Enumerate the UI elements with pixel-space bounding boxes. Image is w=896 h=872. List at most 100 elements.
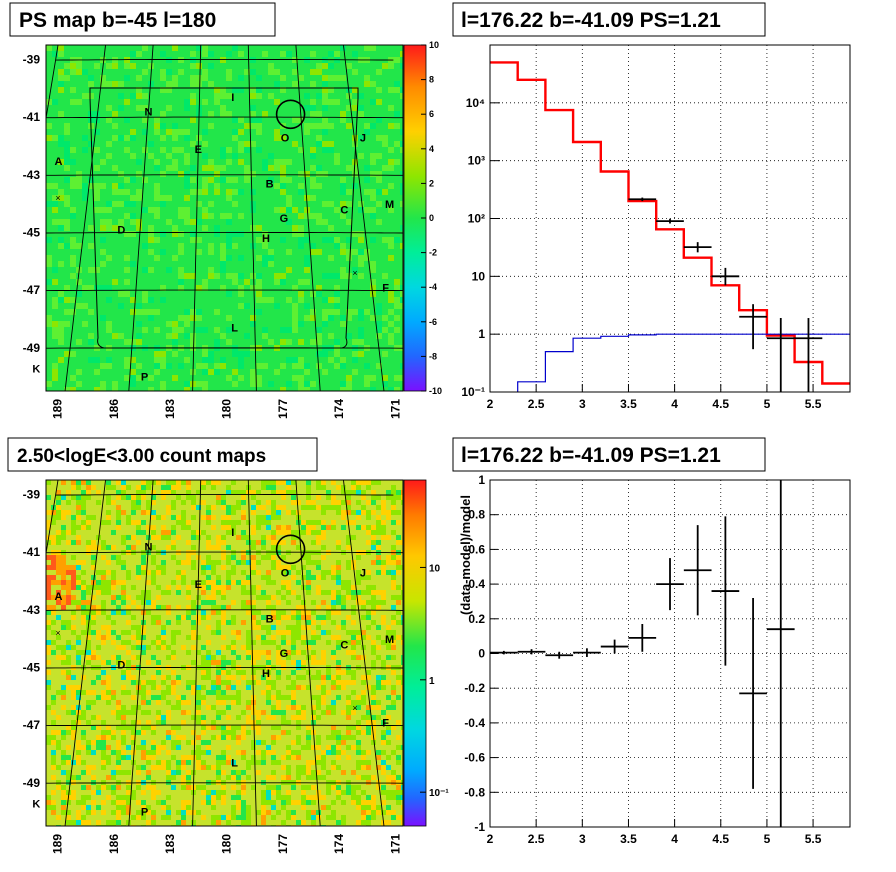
map-pixel [184, 171, 190, 177]
map-pixel [352, 231, 358, 237]
map-pixel [161, 715, 166, 720]
map-pixel [196, 715, 201, 720]
map-pixel [124, 201, 130, 207]
map-pixel [340, 381, 346, 387]
map-pixel [226, 505, 231, 510]
map-pixel [400, 87, 403, 93]
map-pixel [352, 357, 358, 363]
map-pixel [241, 580, 246, 585]
map-pixel [364, 75, 370, 81]
map-pixel [226, 93, 232, 99]
map-pixel [86, 545, 91, 550]
map-pixel [121, 690, 126, 695]
map-pixel [196, 810, 201, 815]
parallel-line [46, 116, 403, 119]
map-pixel [106, 755, 111, 760]
map-pixel [142, 117, 148, 123]
map-pixel [201, 580, 206, 585]
map-pixel [131, 675, 136, 680]
map-pixel [141, 740, 146, 745]
map-pixel [396, 620, 401, 625]
map-pixel [326, 805, 331, 810]
map-pixel [126, 690, 131, 695]
map-pixel [211, 630, 216, 635]
map-pixel [151, 560, 156, 565]
map-pixel [160, 87, 166, 93]
map-pixel [376, 600, 381, 605]
map-pixel [340, 183, 346, 189]
map-pixel [66, 580, 71, 585]
map-pixel [166, 770, 171, 775]
map-pixel [306, 555, 311, 560]
map-pixel [400, 141, 403, 147]
map-pixel [304, 303, 310, 309]
map-pixel [376, 171, 382, 177]
colorbar [403, 479, 427, 827]
map-pixel [401, 675, 403, 680]
map-pixel [214, 189, 220, 195]
map-pixel [291, 755, 296, 760]
map-pixel [160, 231, 166, 237]
map-pixel [310, 381, 316, 387]
map-pixel [238, 255, 244, 261]
map-pixel [391, 630, 396, 635]
map-pixel [241, 755, 246, 760]
map-pixel [156, 620, 161, 625]
map-pixel [311, 815, 316, 820]
map-pixel [351, 635, 356, 640]
map-pixel [126, 610, 131, 615]
map-pixel [331, 655, 336, 660]
map-pixel [66, 770, 71, 775]
map-pixel [341, 525, 346, 530]
map-pixel [361, 645, 366, 650]
map-pixel [361, 700, 366, 705]
map-pixel [131, 655, 136, 660]
map-pixel [256, 279, 262, 285]
map-pixel [201, 815, 206, 820]
map-pixel [301, 650, 306, 655]
source-label-h: H [262, 233, 270, 245]
map-pixel [141, 590, 146, 595]
map-pixel [331, 705, 336, 710]
map-pixel [376, 555, 381, 560]
map-pixel [391, 495, 396, 500]
map-pixel [304, 387, 310, 391]
map-pixel [274, 135, 280, 141]
map-pixel [286, 585, 291, 590]
map-pixel [276, 560, 281, 565]
map-pixel [76, 660, 81, 665]
map-pixel [61, 480, 66, 485]
map-pixel [58, 321, 64, 327]
map-pixel [236, 735, 241, 740]
map-pixel [296, 570, 301, 575]
map-pixel [356, 750, 361, 755]
map-pixel [216, 770, 221, 775]
cross-marker: × [352, 268, 357, 278]
map-pixel [286, 267, 292, 273]
map-pixel [388, 123, 394, 129]
map-pixel [196, 650, 201, 655]
map-pixel [236, 750, 241, 755]
map-pixel [130, 375, 136, 381]
map-pixel [131, 625, 136, 630]
map-pixel [201, 750, 206, 755]
map-pixel [400, 243, 403, 249]
ps-map-texture [46, 45, 403, 391]
x-tick-label: 2.5 [528, 832, 545, 846]
map-pixel [304, 267, 310, 273]
map-pixel [151, 745, 156, 750]
map-pixel [301, 505, 306, 510]
map-pixel [371, 775, 376, 780]
map-pixel [56, 570, 61, 575]
map-pixel [261, 545, 266, 550]
map-pixel [76, 303, 82, 309]
map-pixel [366, 575, 371, 580]
map-pixel [331, 605, 336, 610]
map-pixel [346, 650, 351, 655]
map-pixel [331, 685, 336, 690]
map-pixel [391, 700, 396, 705]
map-pixel [276, 735, 281, 740]
map-pixel [376, 69, 382, 75]
map-pixel [206, 520, 211, 525]
x-tick-label: 4.5 [712, 832, 729, 846]
